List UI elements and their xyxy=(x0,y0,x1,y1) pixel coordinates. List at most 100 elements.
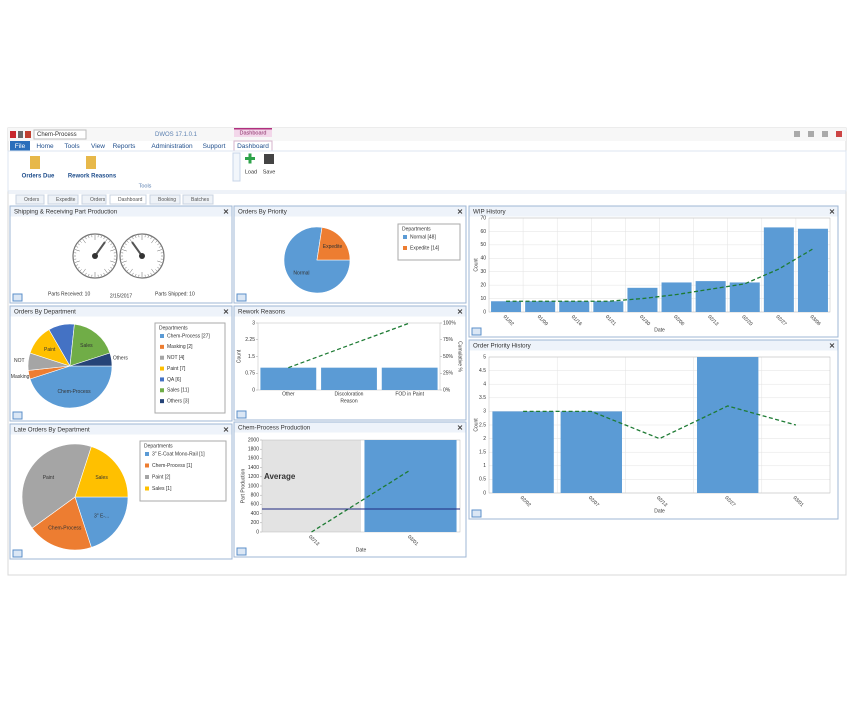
gauge-tick xyxy=(158,246,161,248)
close-icon[interactable] xyxy=(223,427,229,432)
legend-label: 3" E-Coat Mono-Rail [1] xyxy=(152,451,205,457)
legend-swatch xyxy=(160,334,164,338)
bar xyxy=(695,281,726,312)
y-tick-label: 0.5 xyxy=(479,477,486,483)
bar xyxy=(364,440,457,532)
document-tab[interactable] xyxy=(149,194,181,205)
panel-tool[interactable] xyxy=(12,293,23,302)
gauge-tick xyxy=(108,240,111,243)
bar xyxy=(593,301,624,312)
gauge-tick xyxy=(155,240,158,243)
menu-item[interactable]: Support xyxy=(203,143,226,150)
menu-item[interactable]: File xyxy=(15,143,26,150)
legend-label: NOT [4] xyxy=(167,355,185,361)
legend-label: Chem-Process [27] xyxy=(167,333,210,339)
y-tick-label: 10 xyxy=(480,296,486,302)
panel-tool[interactable] xyxy=(236,410,247,419)
y-tick-label: 0 xyxy=(483,309,486,315)
y-tick-label: 1600 xyxy=(248,456,259,462)
ribbon-scroll[interactable] xyxy=(232,152,241,182)
document-tab-label[interactable]: Dashboard xyxy=(118,197,143,203)
close-icon[interactable] xyxy=(223,209,229,214)
bar xyxy=(560,411,622,493)
gauge-tick xyxy=(150,272,152,275)
document-tab-label[interactable]: Booking xyxy=(158,197,176,203)
menu-item[interactable]: Administration xyxy=(151,143,193,150)
close-icon[interactable] xyxy=(829,209,835,214)
gauge-tick xyxy=(124,243,127,246)
trend-line xyxy=(288,322,410,369)
document-tab[interactable] xyxy=(47,194,79,205)
document-tab[interactable] xyxy=(109,194,147,205)
panel-header xyxy=(234,206,466,217)
panel-tool[interactable] xyxy=(236,547,247,556)
menu-item[interactable]: View xyxy=(91,143,105,150)
legend-box xyxy=(154,322,226,414)
panel-tool[interactable] xyxy=(12,411,23,420)
close-icon[interactable] xyxy=(223,309,229,314)
y-tick-label: 600 xyxy=(251,502,260,508)
document-tab-label[interactable]: Expedite xyxy=(56,197,76,203)
y-tick-label: 1800 xyxy=(248,447,259,453)
document-tab[interactable] xyxy=(81,194,107,205)
ribbon-button[interactable]: Orders Due xyxy=(22,174,55,180)
ribbon-action[interactable]: Save xyxy=(263,169,276,175)
document-selector[interactable] xyxy=(33,129,87,140)
document-tab-label[interactable]: Orders xyxy=(24,197,40,203)
gauge-tick xyxy=(121,249,127,252)
ribbon-icon xyxy=(30,156,40,169)
y-tick-label: 1.5 xyxy=(248,354,255,360)
ribbon-button[interactable]: Rework Reasons xyxy=(68,174,117,180)
close-icon[interactable] xyxy=(457,309,463,314)
gauge-tick xyxy=(111,246,114,248)
gauge-tick xyxy=(123,264,126,266)
y-tick-label: 3 xyxy=(252,320,255,326)
panel-tool[interactable] xyxy=(471,509,482,518)
pie-slice xyxy=(74,496,129,548)
panel-title: Orders By Department xyxy=(14,309,76,316)
menu-item[interactable]: Dashboard xyxy=(237,143,269,150)
context-accent xyxy=(234,128,272,130)
y-tick-label: 0 xyxy=(256,529,259,535)
panel-tool[interactable] xyxy=(471,327,482,336)
gauge-hub xyxy=(139,253,145,259)
legend-box xyxy=(139,440,227,502)
menu-item[interactable]: Reports xyxy=(113,143,137,150)
gauge-tick xyxy=(103,272,105,275)
panel-tool[interactable] xyxy=(236,293,247,302)
save-icon xyxy=(264,154,274,164)
y-tick-label: 70 xyxy=(480,215,486,221)
pie-slice xyxy=(29,365,113,409)
y-tick-label: 1200 xyxy=(248,474,259,480)
slice-label: Expedite xyxy=(323,244,343,250)
document-tab[interactable] xyxy=(15,194,45,205)
gauge-tick xyxy=(88,235,90,239)
window-button[interactable] xyxy=(808,131,814,137)
pie-slice xyxy=(74,446,129,498)
window-button[interactable] xyxy=(822,131,828,137)
menu-item[interactable]: Home xyxy=(36,143,54,150)
document-tab[interactable] xyxy=(182,194,214,205)
file-tab[interactable] xyxy=(10,141,30,151)
reference-label: Average xyxy=(264,472,296,481)
bar xyxy=(525,301,556,312)
window-button[interactable] xyxy=(836,131,842,137)
panel-header xyxy=(10,306,232,317)
window-button[interactable] xyxy=(794,131,800,137)
x-tick-label: Other xyxy=(282,391,295,397)
load-icon xyxy=(248,153,252,164)
ribbon-action[interactable]: Load xyxy=(245,169,257,175)
bar xyxy=(260,367,317,390)
close-icon[interactable] xyxy=(457,209,463,214)
menu-item[interactable]: Tools xyxy=(64,143,80,150)
y2-tick-label: 50% xyxy=(443,354,454,360)
close-icon[interactable] xyxy=(829,343,835,348)
pie-slice xyxy=(21,443,92,529)
gauge-tick xyxy=(110,266,113,269)
panel-title: Late Orders By Department xyxy=(14,427,90,434)
document-tab-label[interactable]: Batches xyxy=(191,197,210,203)
close-icon[interactable] xyxy=(457,425,463,430)
document-tab-label[interactable]: Orders xyxy=(90,197,106,203)
panel-tool[interactable] xyxy=(12,549,23,558)
